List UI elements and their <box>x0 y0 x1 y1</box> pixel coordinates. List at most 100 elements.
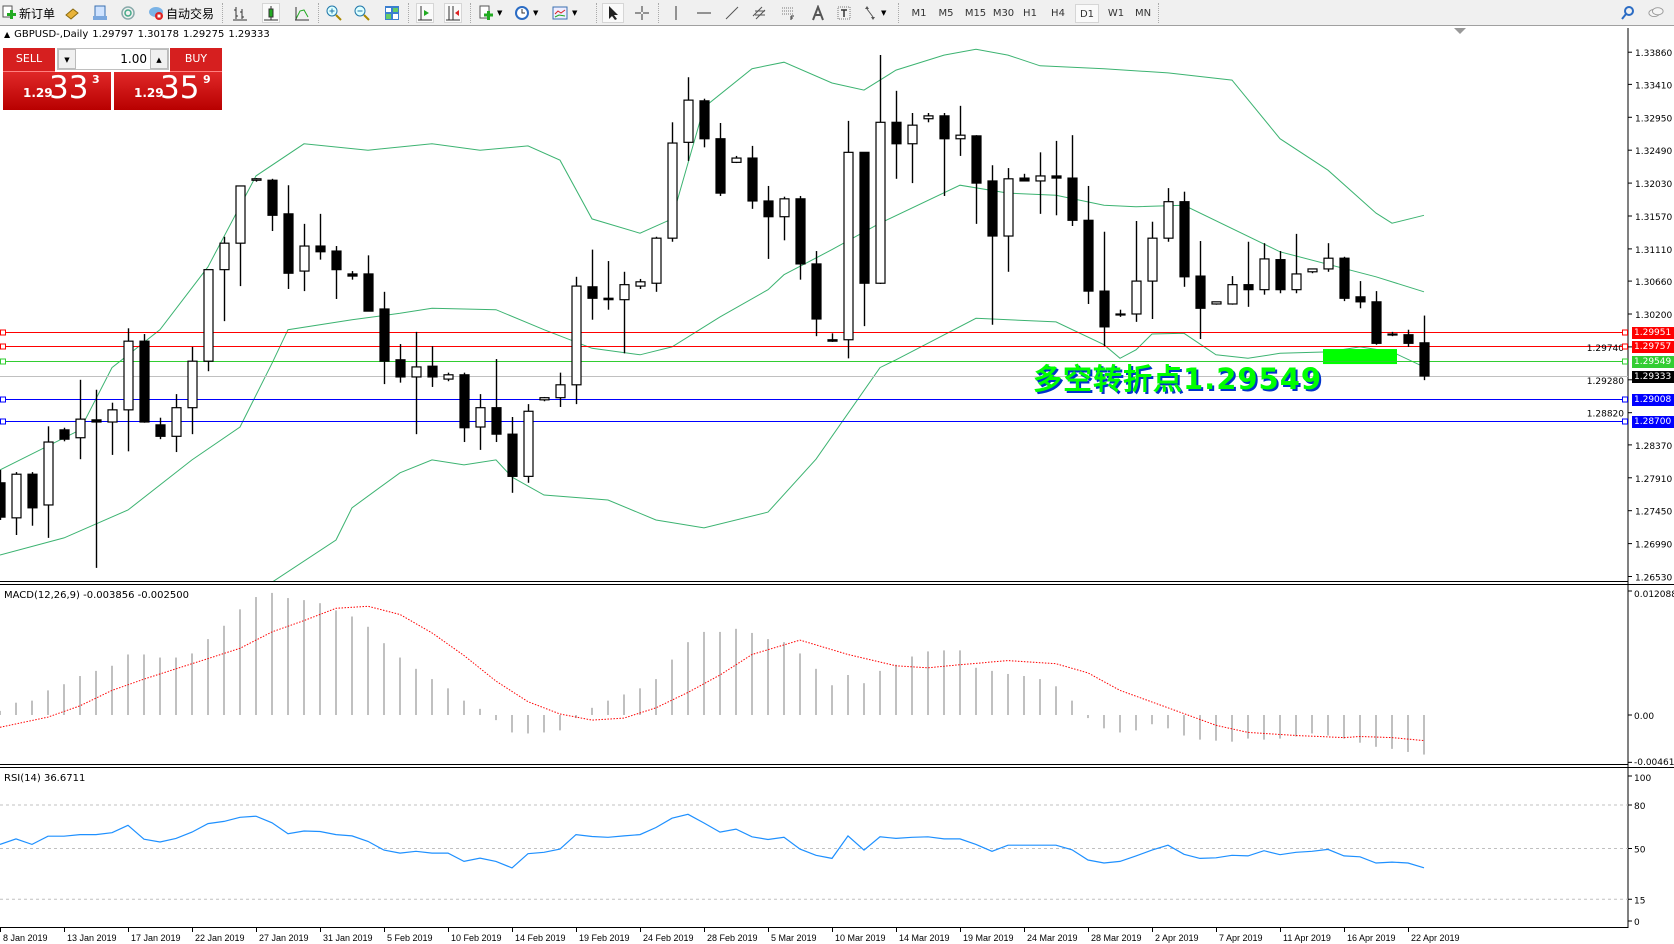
collapse-triangle-icon[interactable]: ▲ <box>4 30 11 39</box>
candle-body <box>1163 201 1174 239</box>
timeframe-m30[interactable]: M30 <box>992 8 1015 19</box>
sell-button[interactable]: SELL <box>3 48 55 72</box>
candle <box>203 269 214 372</box>
candle-body <box>459 374 470 429</box>
timeframe-m15[interactable]: M15 <box>964 8 987 19</box>
time-tick-label: 22 Apr 2019 <box>1411 933 1460 943</box>
candle-body <box>923 115 934 120</box>
macd-histogram-bar <box>1263 715 1265 740</box>
macd-histogram-bar <box>463 700 465 715</box>
chart-shift-marker[interactable] <box>1454 28 1466 34</box>
buy-button[interactable]: BUY <box>170 48 222 72</box>
equidistant-channel-icon <box>752 6 766 20</box>
macd-histogram-bar <box>1071 700 1073 715</box>
timeframe-h1[interactable]: H1 <box>1023 8 1037 19</box>
candle-body <box>395 359 406 378</box>
candle <box>571 276 582 405</box>
macd-histogram-bar <box>1231 715 1233 742</box>
buy-price-button[interactable]: 1.29 35 9 <box>114 70 222 110</box>
candle <box>11 472 22 536</box>
new-order-icon <box>2 5 16 19</box>
horizontal-line-button[interactable] <box>696 3 712 23</box>
rsi-panel <box>0 804 1628 900</box>
candle-body <box>139 340 150 423</box>
vertical-line-button[interactable] <box>668 3 684 23</box>
line-chart-button[interactable] <box>294 3 310 23</box>
timeframe-w1[interactable]: W1 <box>1107 8 1125 19</box>
macd-histogram-bar <box>511 715 513 733</box>
timeframe-h4[interactable]: H4 <box>1051 8 1065 19</box>
macd-histogram-bar <box>31 700 33 715</box>
market-watch-button[interactable] <box>64 3 80 23</box>
candle <box>267 178 278 232</box>
candlestick-button[interactable] <box>262 3 280 23</box>
candle-body <box>107 409 118 423</box>
sell-price-pip: 3 <box>92 73 100 86</box>
new-order-button[interactable]: 新订单 <box>1 3 55 23</box>
zoom-out-button[interactable] <box>354 3 370 23</box>
auto-trading-button[interactable]: 自动交易 <box>148 3 214 23</box>
trendline-button[interactable] <box>724 3 740 23</box>
data-window-button[interactable] <box>92 3 108 23</box>
tile-windows-button[interactable] <box>384 3 400 23</box>
time-tick-label: 31 Jan 2019 <box>323 933 373 943</box>
lot-size-input[interactable] <box>76 49 150 69</box>
search-button[interactable] <box>1620 3 1636 23</box>
candle-body <box>987 180 998 237</box>
time-tick-label: 16 Apr 2019 <box>1347 933 1396 943</box>
reversal-point-annotation[interactable]: 多空转折点1.29549 <box>1033 362 1323 396</box>
market-watch-icon <box>65 8 79 20</box>
macd-histogram-bar <box>1327 715 1329 736</box>
line-chart-icon <box>295 7 309 21</box>
chart-shift-button[interactable] <box>444 3 462 23</box>
line-handle <box>1622 418 1628 425</box>
auto-scroll-button[interactable] <box>416 3 434 23</box>
crosshair-button[interactable] <box>634 3 650 23</box>
candle <box>619 271 630 354</box>
candle <box>683 77 694 161</box>
zoom-in-button[interactable] <box>326 3 342 23</box>
candle-body <box>1179 201 1190 278</box>
signals-button[interactable] <box>120 3 136 23</box>
macd-axis: 0.012088 0.00 -0.004615 <box>1628 590 1674 768</box>
candle <box>1227 276 1238 305</box>
candle-body <box>715 138 726 194</box>
toolbar-separator <box>222 3 224 23</box>
cursor-button[interactable] <box>602 3 624 23</box>
candle-body <box>571 285 582 386</box>
candle-body <box>11 473 22 519</box>
periods-dropdown[interactable]: ▼ <box>514 3 538 23</box>
arrows-dropdown[interactable]: ▼ <box>862 3 886 23</box>
candle-body <box>1083 219 1094 292</box>
candle <box>1035 152 1046 214</box>
sell-price-button[interactable]: 1.29 33 3 <box>3 70 111 110</box>
templates-dropdown[interactable]: ▼ <box>552 3 577 23</box>
chart-canvas[interactable]: 1.33860 1.33410 1.32950 1.32490 1.32030 1.315… <box>0 27 1674 944</box>
line-handle <box>0 343 6 350</box>
timeframe-d1[interactable]: D1 <box>1075 4 1099 23</box>
timeframe-m1[interactable]: M1 <box>911 8 927 19</box>
candle-body <box>507 433 518 477</box>
macd-histogram-bar <box>687 642 689 715</box>
equidistant-channel-button[interactable] <box>752 3 768 23</box>
bar-chart-button[interactable] <box>232 3 248 23</box>
macd-histogram-bar <box>1359 715 1361 743</box>
timeframe-m5[interactable]: M5 <box>938 8 954 19</box>
rsi-tick-label: 15 <box>1634 896 1645 906</box>
candle-body <box>475 407 486 428</box>
text-label-icon <box>837 6 851 20</box>
chat-button[interactable] <box>1648 3 1664 23</box>
fibonacci-button[interactable] <box>780 3 796 23</box>
candle <box>587 249 598 320</box>
indicators-dropdown[interactable]: ▼ <box>478 3 502 23</box>
text-button[interactable] <box>810 3 826 23</box>
text-label-button[interactable] <box>836 3 852 23</box>
timeframe-mn[interactable]: MN <box>1134 8 1152 19</box>
macd-histogram-bar <box>175 657 177 715</box>
candle <box>1387 331 1398 337</box>
lot-decrease-button[interactable]: ▼ <box>58 49 76 69</box>
lot-increase-button[interactable]: ▲ <box>150 49 168 69</box>
close-value: 1.29333 <box>228 29 270 40</box>
candle-body <box>75 418 86 439</box>
price-line-label: 1.29008 <box>1632 393 1674 406</box>
